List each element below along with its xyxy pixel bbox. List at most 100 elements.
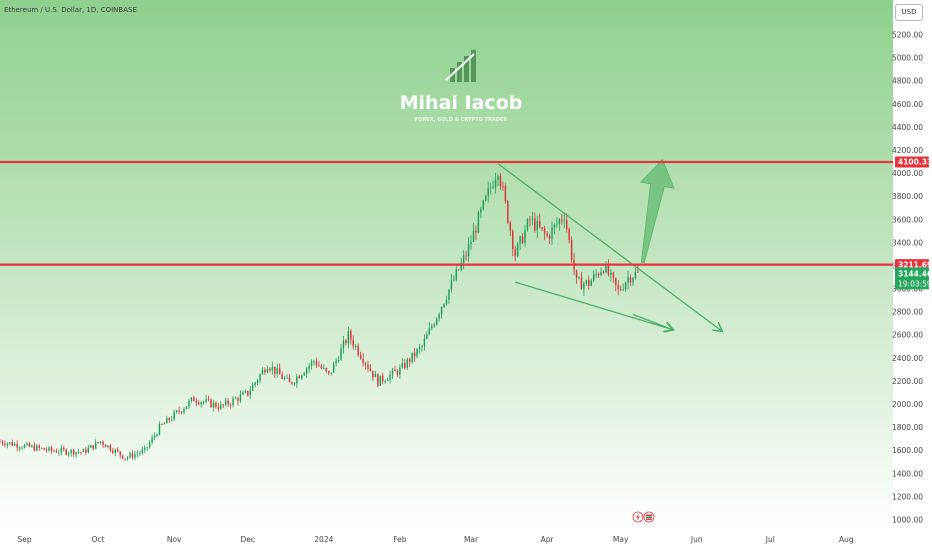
candle-body [153, 435, 156, 438]
candle-body [347, 330, 350, 344]
candle-body [195, 401, 197, 403]
candle [97, 442, 99, 445]
candle [588, 275, 590, 290]
candle-body [499, 175, 502, 187]
time-axis[interactable]: Sep Oct Nov Dec 2024 Feb Mar Apr May Jun Jul Aug [17, 535, 853, 544]
candle [31, 444, 33, 448]
candle [215, 401, 217, 409]
price-tick-label: 4000.00 [892, 169, 923, 178]
candle [264, 367, 266, 375]
symbol-title: Ethereum / U.S. Dollar, 1D, COINBASE [4, 6, 137, 14]
candle [408, 357, 411, 368]
candle-body [379, 375, 381, 386]
candle [548, 233, 551, 244]
candle [342, 335, 345, 354]
candle-body [514, 248, 516, 257]
candle [305, 366, 308, 378]
candle [291, 381, 293, 386]
candle-body [43, 448, 45, 450]
candle-body [627, 277, 629, 283]
candle [558, 218, 561, 231]
candle-body [556, 223, 558, 225]
candle-body [534, 218, 536, 231]
candle-body [610, 272, 612, 275]
candle [237, 396, 239, 406]
candle-body [60, 448, 63, 453]
candle-body [386, 380, 389, 382]
candle-body [352, 339, 355, 347]
price-tick-label: 4400.00 [892, 123, 923, 132]
candle-body [583, 283, 585, 290]
countdown-text: 19:03:59 [898, 279, 932, 288]
candle [144, 445, 146, 453]
candle-body [617, 284, 619, 290]
candle-body [288, 377, 291, 383]
candle-body [144, 447, 146, 450]
candle [104, 444, 107, 448]
candle-body [570, 240, 573, 260]
candle [102, 440, 104, 448]
candle-body [102, 441, 104, 445]
candle-body [6, 443, 9, 446]
candle-body [55, 451, 58, 453]
candle-body [472, 230, 475, 242]
watermark-name: Mihai Iacob [400, 92, 523, 114]
candle-body [396, 370, 399, 375]
candle-body [38, 445, 40, 448]
candle [244, 389, 247, 394]
candle-body [465, 255, 467, 257]
candle [335, 358, 337, 367]
candle [418, 344, 421, 354]
candle [413, 348, 416, 362]
candle-body [31, 445, 33, 447]
candle-body [340, 348, 342, 361]
candle [462, 250, 465, 270]
candle [431, 323, 433, 331]
candle [161, 423, 163, 426]
flag-icon[interactable] [643, 511, 655, 523]
candle-body [266, 368, 269, 373]
currency-button[interactable]: USD [895, 4, 923, 21]
candle [499, 173, 502, 191]
candle-body [445, 299, 448, 304]
candlestick-series [0, 172, 639, 461]
candle-body [519, 236, 521, 244]
candle-body [394, 369, 396, 371]
lightning-icon[interactable] [632, 511, 644, 523]
candle [296, 373, 298, 388]
time-tick-label: Jun [690, 535, 703, 544]
candle [80, 451, 82, 455]
candle [148, 440, 151, 449]
candle [298, 374, 301, 379]
candle [92, 445, 94, 451]
candle-body [536, 221, 539, 231]
candle-body [136, 453, 139, 455]
candle [610, 269, 612, 282]
candle-body [502, 186, 504, 188]
candle [340, 344, 342, 361]
candle [99, 441, 102, 445]
candle [247, 390, 249, 397]
candle-body [435, 318, 438, 325]
candle [67, 451, 70, 457]
candle [269, 367, 271, 373]
candle-body [580, 277, 583, 290]
candle [489, 182, 492, 195]
candle [0, 439, 1, 443]
candle [497, 174, 499, 186]
candle-body [276, 368, 278, 374]
current-price-text: 3144.46 [898, 269, 932, 278]
candle [561, 213, 563, 225]
candle-body [107, 445, 109, 448]
time-tick-label: Nov [167, 535, 182, 544]
candle [607, 259, 610, 277]
candle-body [158, 424, 161, 435]
candle [492, 180, 494, 190]
candle-body [207, 399, 210, 401]
candle [568, 227, 570, 244]
candle-body [82, 449, 85, 452]
candle-body [70, 449, 72, 454]
candle [565, 213, 568, 233]
candle-body [485, 195, 487, 201]
